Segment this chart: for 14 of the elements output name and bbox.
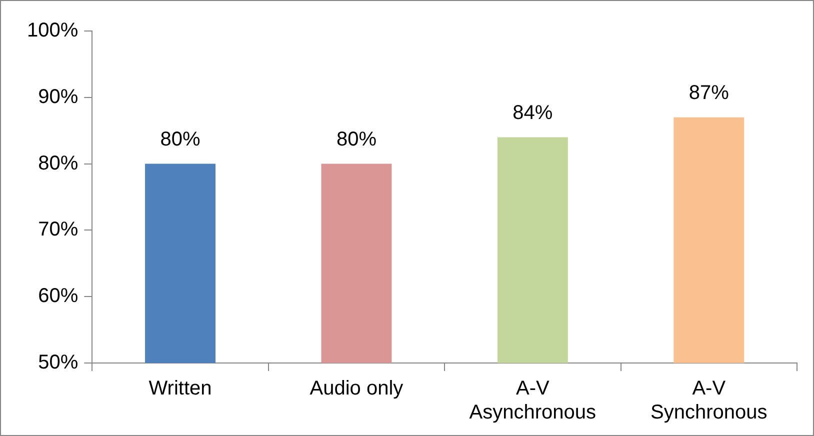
- x-tick-label: A-V Synchronous: [650, 378, 768, 424]
- x-tick-label: Audio only: [310, 378, 404, 400]
- y-tick-label: 70%: [38, 218, 78, 241]
- x-tick-label: A-V Asynchronous: [469, 378, 596, 424]
- y-tick-label: 80%: [38, 152, 78, 174]
- y-tick-label: 100%: [26, 20, 78, 42]
- data-label: 80%: [336, 128, 377, 150]
- data-label: 80%: [160, 128, 200, 150]
- x-tick-label: Written: [148, 378, 212, 400]
- y-tick-label: 50%: [38, 352, 78, 374]
- y-tick-label: 90%: [38, 86, 78, 108]
- data-label: 87%: [688, 82, 730, 104]
- data-label: 84%: [512, 102, 553, 124]
- y-tick-label: 60%: [38, 285, 78, 308]
